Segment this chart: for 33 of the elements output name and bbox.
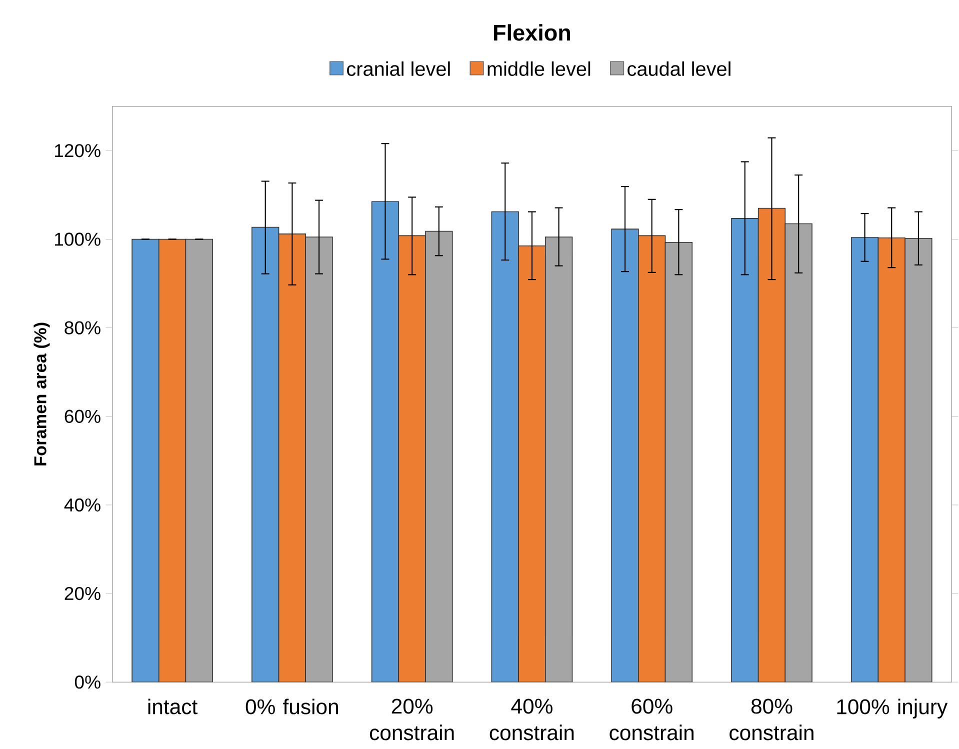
bar <box>371 201 400 682</box>
y-tick-label: 0% <box>74 676 100 689</box>
bar <box>664 242 693 682</box>
bar <box>252 227 280 682</box>
bar <box>731 218 759 682</box>
legend-label: caudal level <box>628 62 730 76</box>
bar <box>544 236 573 682</box>
x-tick-label: 80% constrain <box>730 698 814 740</box>
x-tick-label: intact <box>148 698 198 714</box>
bar <box>185 238 213 682</box>
y-tick-label: 100% <box>54 232 100 246</box>
bar <box>305 236 333 682</box>
y-tick-label: 60% <box>64 410 100 424</box>
x-tick-label: 40% constrain <box>490 698 574 740</box>
y-tick-label: 40% <box>64 498 100 512</box>
legend-label: middle level <box>488 62 590 76</box>
y-tick-label: 80% <box>64 321 100 335</box>
y-tick-label: 20% <box>64 587 100 600</box>
bar <box>132 238 160 682</box>
bar <box>425 231 453 682</box>
x-tick-label: 0% fusion <box>246 698 338 714</box>
legend-label: cranial level <box>347 62 450 76</box>
bar <box>784 223 812 682</box>
bar <box>850 237 879 682</box>
bar <box>611 228 639 682</box>
x-tick-label: 60% constrain <box>610 698 694 740</box>
bar <box>491 212 519 682</box>
y-tick-label: 120% <box>54 144 100 158</box>
bar <box>904 238 932 682</box>
x-tick-label: 100% injury <box>837 698 948 719</box>
y-axis-title: Foramen area (%) <box>34 322 50 466</box>
chart-title: Flexion <box>494 24 570 41</box>
x-tick-label: 20% constrain <box>370 698 454 740</box>
